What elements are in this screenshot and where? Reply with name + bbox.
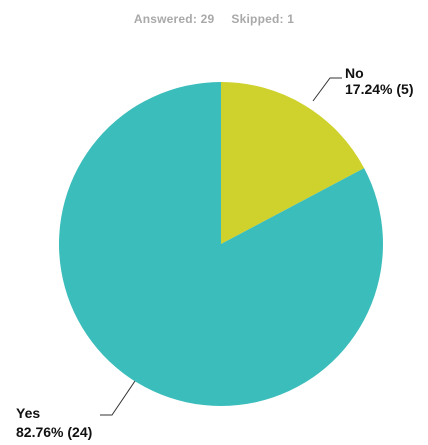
pie-slice-no — [221, 82, 365, 244]
answered-count: 29 — [200, 12, 215, 26]
slice-value-yes: 82.76% (24) — [16, 424, 92, 440]
response-summary: Answered: 29 Skipped: 1 — [0, 12, 428, 26]
skipped-label: Skipped: — [231, 12, 284, 26]
pie-slices — [58, 81, 383, 406]
answered-label: Answered: — [133, 12, 198, 26]
skipped-count: 1 — [287, 12, 295, 26]
pie-slice-yes — [58, 81, 383, 406]
slice-value-no: 17.24% (5) — [345, 81, 413, 97]
leader-line-yes — [100, 380, 136, 416]
slice-label-yes: Yes — [16, 405, 40, 421]
leader-line-no — [312, 77, 342, 102]
slice-label-no: No — [345, 65, 364, 81]
